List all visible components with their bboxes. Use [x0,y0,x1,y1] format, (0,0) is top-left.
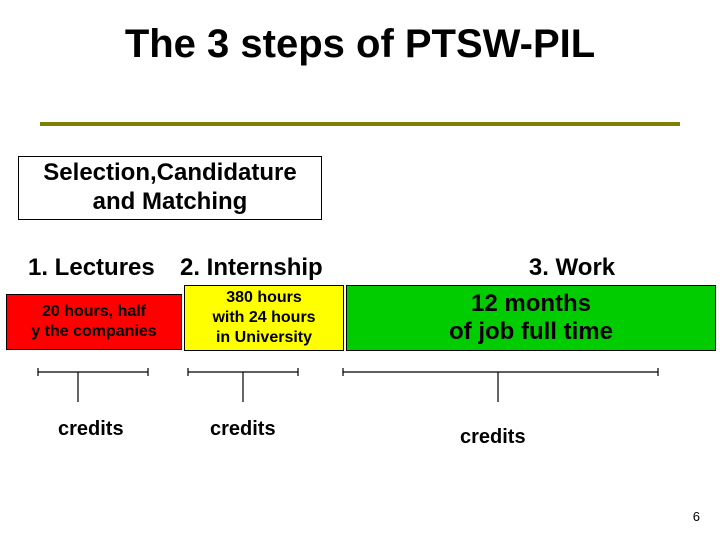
step2-box: 380 hours with 24 hours in University [184,285,344,351]
step3-heading: 3. Work [472,254,672,282]
step3-box: 12 months of job full time [346,285,716,351]
step3-box-line2: of job full time [449,318,613,346]
step2-box-line3: in University [216,328,312,348]
credits-label-1: credits [58,418,148,440]
credit-span-connectors [18,362,708,412]
credits-label-2: credits [210,418,310,441]
step2-box-line1: 380 hours [226,288,302,308]
selection-box: Selection,Candidature and Matching [18,156,322,220]
title-divider [40,122,680,126]
credits-label-3: credits [460,426,560,449]
step3-box-line1: 12 months [471,290,591,318]
step1-box-line1: 20 hours, half [42,302,146,322]
step1-box: 20 hours, half y the companies [6,294,182,350]
step1-heading: 1. Lectures [28,254,168,282]
page-number: 6 [693,509,700,524]
slide-title: The 3 steps of PTSW-PIL [0,22,720,67]
step2-heading: 2. Internship [180,254,360,282]
step1-box-line2: y the companies [31,322,156,342]
step2-box-line2: with 24 hours [212,308,315,328]
